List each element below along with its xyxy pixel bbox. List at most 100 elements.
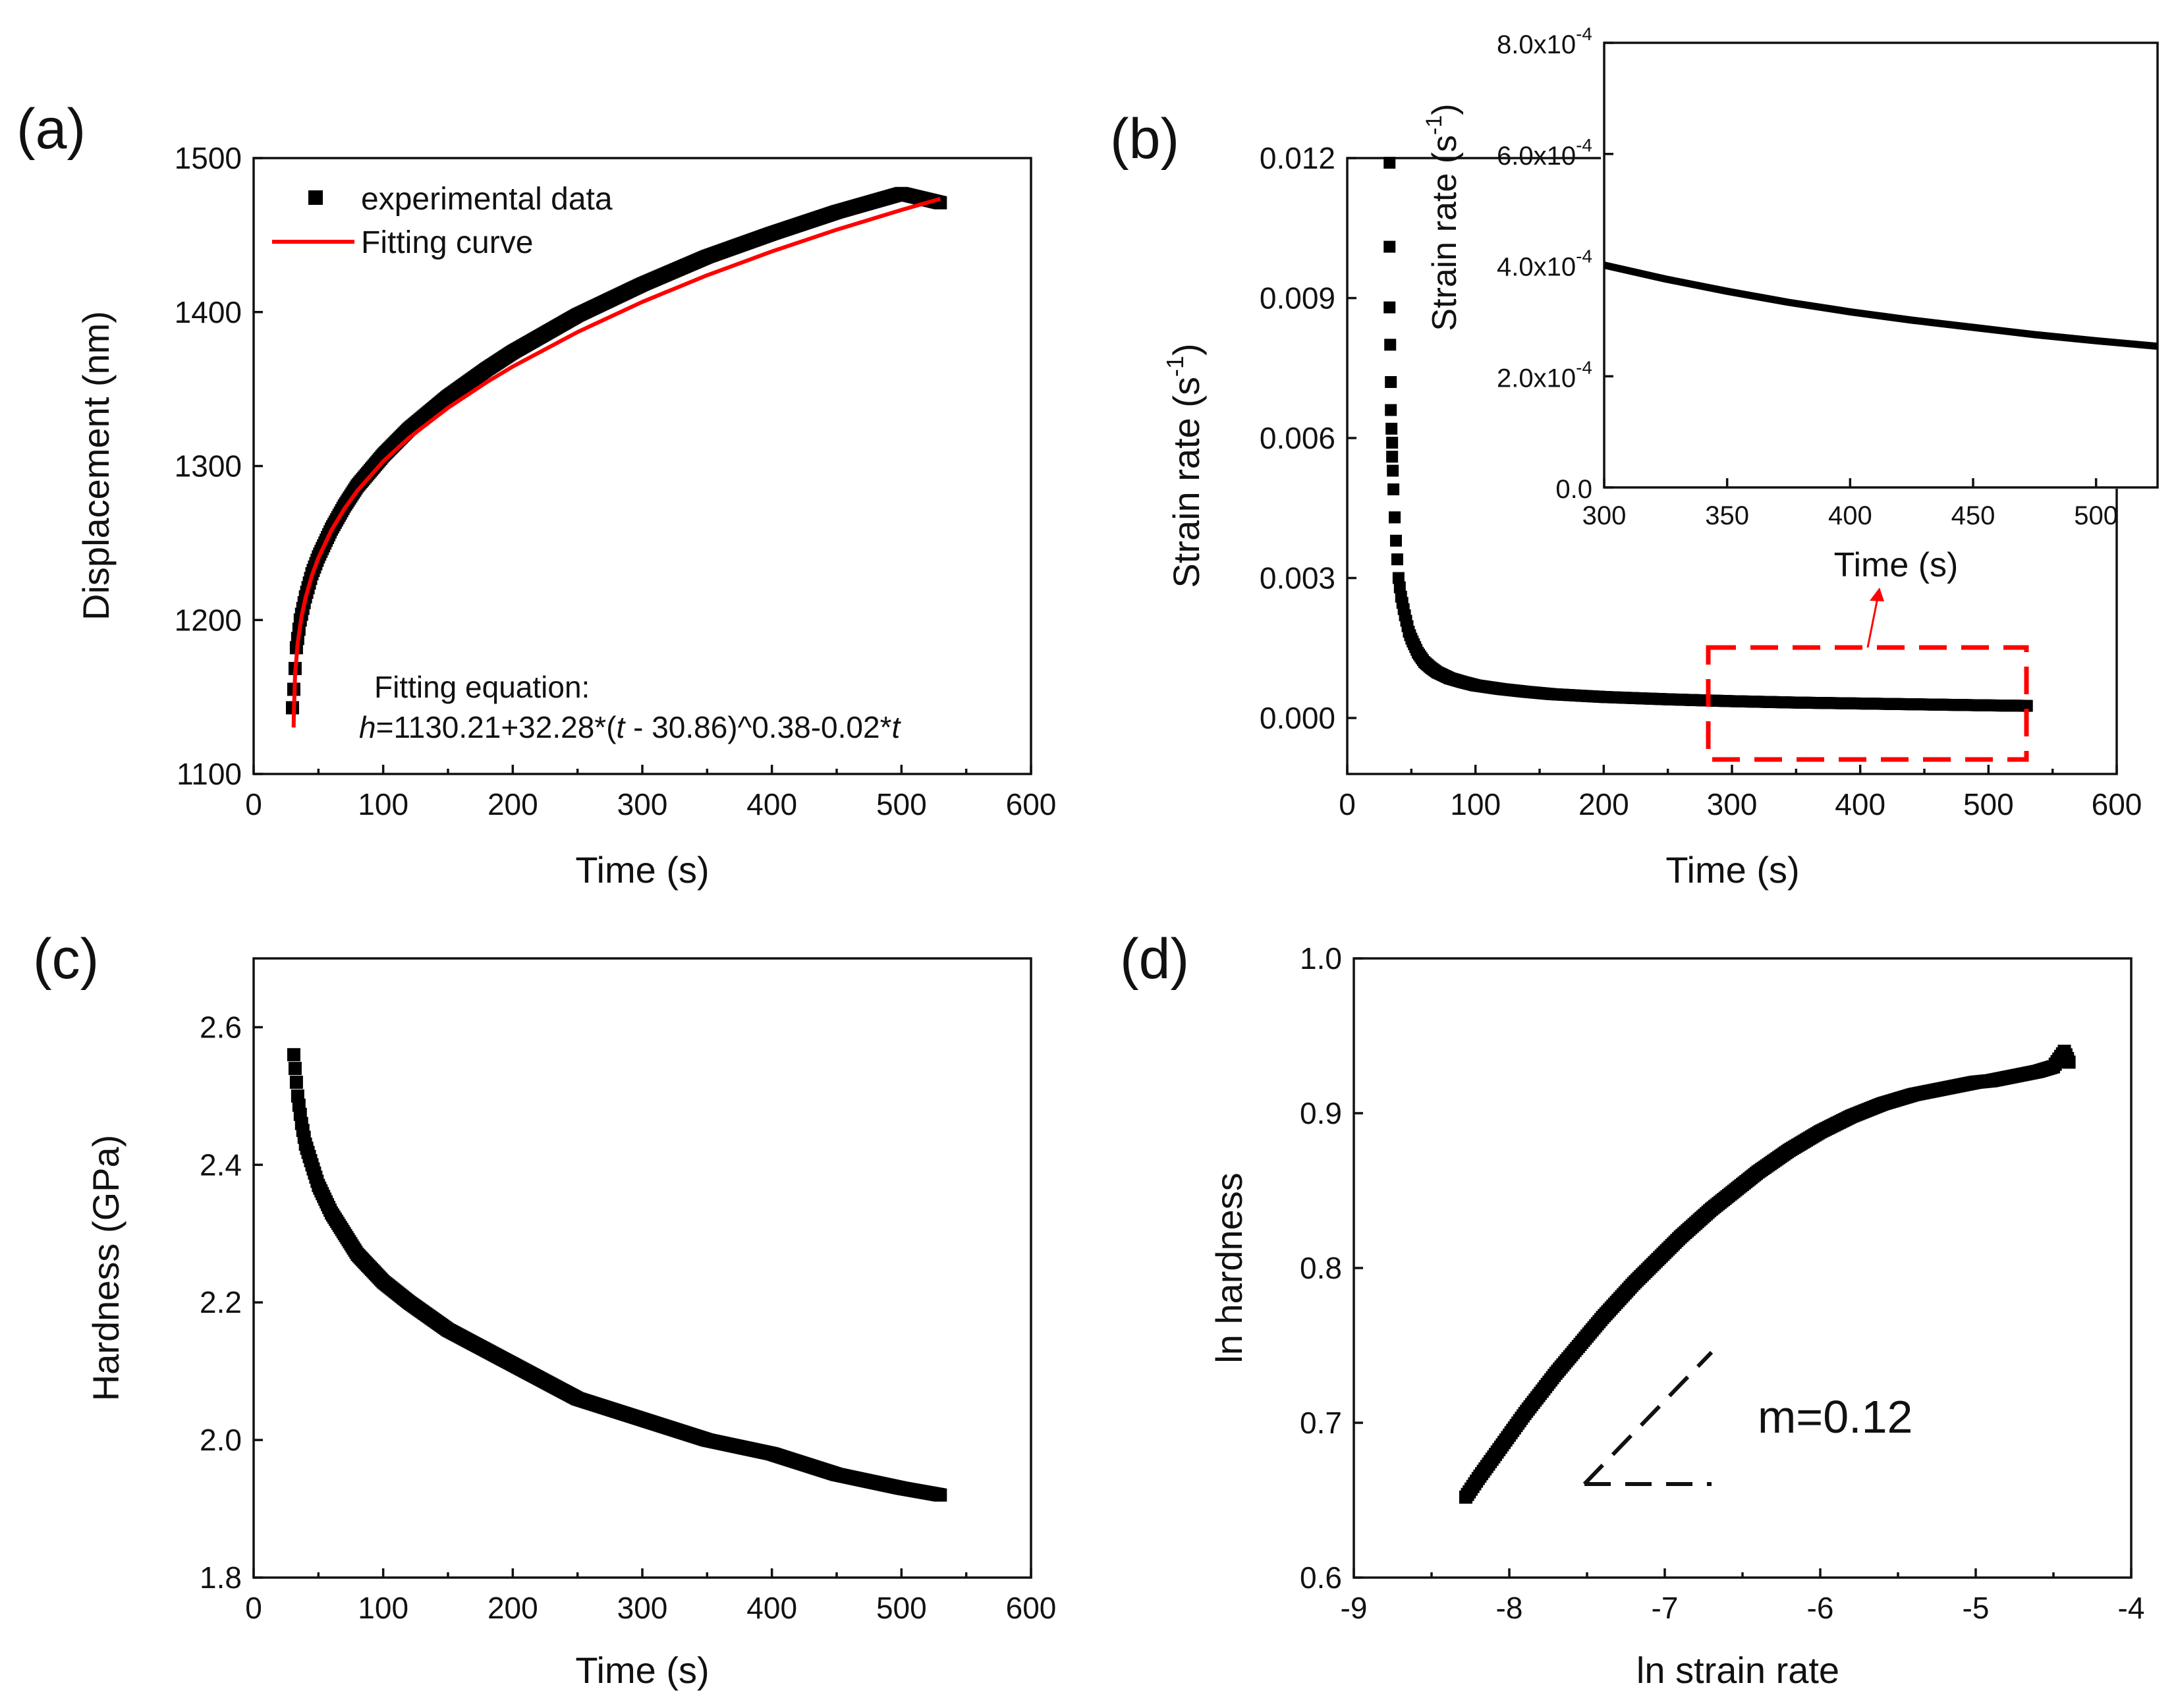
x-tick-label: -7: [1652, 1591, 1679, 1625]
legend-marker-square: [308, 190, 323, 205]
x-tick-label: 600: [1006, 787, 1057, 821]
legend-entry-experimental: experimental data: [361, 182, 613, 217]
x-tick-label: 300: [617, 1591, 668, 1625]
panel-d-y-ticks: 0.6 0.7 0.8 0.9 1.0: [1300, 941, 1363, 1595]
slope-triangle: [1582, 1350, 1714, 1486]
y-tick-label: 0.8: [1300, 1251, 1342, 1285]
y-tick-label: 8.0x10-4: [1497, 24, 1592, 59]
panel-b-y-axis-title: Strain rate (s-1): [1161, 343, 1207, 588]
x-tick-label: 450: [1951, 501, 1995, 530]
data-point: [287, 1048, 300, 1062]
legend-entry-fit: Fitting curve: [361, 225, 533, 260]
data-point: [1385, 376, 1397, 388]
slope-triangle-hypotenuse: [1582, 1350, 1714, 1486]
y-tick-label: 2.2: [200, 1285, 242, 1319]
panel-c-x-axis-title: Time (s): [575, 1649, 709, 1691]
data-point: [1385, 404, 1397, 416]
x-tick-label: 500: [2074, 501, 2118, 530]
data-point: [2021, 700, 2033, 712]
x-tick-label: 400: [746, 1591, 797, 1625]
panel-b-x-axis-title: Time (s): [1665, 849, 1799, 891]
x-tick-label: -5: [1963, 1591, 1990, 1625]
panel-a-label: (a): [16, 97, 86, 161]
x-tick-label: 500: [876, 1591, 927, 1625]
y-tick-label: 2.0: [200, 1423, 242, 1457]
x-tick-label: 0: [1339, 787, 1356, 821]
x-tick-label: 400: [746, 787, 797, 821]
y-tick-label: 0.006: [1260, 421, 1335, 455]
data-point: [1393, 581, 1406, 593]
data-point: [1386, 451, 1399, 463]
y-tick-label: 0.003: [1260, 561, 1335, 595]
panel-a-y-axis-title: Displacement (nm): [75, 311, 117, 620]
x-tick-label: 400: [1828, 501, 1872, 530]
zoom-arrow-line: [1866, 597, 1879, 648]
data-point: [1389, 511, 1401, 524]
inset-x-axis-title: Time (s): [1834, 546, 1959, 584]
zoom-region-box: [1706, 645, 2029, 762]
panel-c-data: [287, 1048, 947, 1502]
x-tick-label: 500: [1963, 787, 2014, 821]
x-tick-label: 200: [488, 1591, 538, 1625]
y-tick-label: 1400: [175, 295, 242, 329]
inset-background: [1601, 41, 2161, 489]
data-point: [1385, 422, 1398, 435]
y-tick-label: 6.0x10-4: [1497, 135, 1592, 171]
y-tick-label: 2.6: [200, 1010, 242, 1044]
x-tick-label: 400: [1835, 787, 1885, 821]
data-point: [288, 1062, 302, 1076]
y-tick-label: 1.8: [200, 1560, 242, 1595]
x-tick-label: 100: [1450, 787, 1501, 821]
panel-b-data: [1383, 157, 2033, 712]
y-tick-label: 2.0x10-4: [1497, 357, 1592, 393]
data-point: [1386, 437, 1399, 449]
y-tick-label: 0.0: [1555, 475, 1592, 504]
panel-c: (c) 0 100 200 300 400 500 600 1.82.02.22.42.6 …: [33, 927, 1056, 1691]
panel-a-fit: [291, 197, 941, 728]
x-tick-label: -8: [1496, 1591, 1523, 1625]
x-tick-label: 0: [245, 787, 262, 821]
x-tick-label: 200: [488, 787, 538, 821]
data-point: [2062, 1055, 2076, 1069]
panel-b-label: (b): [1110, 107, 1179, 171]
x-tick-label: 600: [1006, 1591, 1057, 1625]
panel-b-y-ticks: 0.000 0.003 0.006 0.009 0.012: [1260, 141, 1356, 735]
y-tick-label: 0.9: [1300, 1096, 1342, 1130]
data-point: [1387, 483, 1400, 495]
panel-d-data: [1459, 1045, 2076, 1504]
equation-heading: Fitting equation:: [374, 670, 590, 704]
panel-a-y-ticks: 1100 1200 1300 1400 1500: [175, 141, 263, 791]
y-tick-label: 0.6: [1300, 1560, 1342, 1595]
x-tick-label: -4: [2118, 1591, 2145, 1625]
y-tick-label: 1300: [175, 449, 242, 483]
x-tick-label: -6: [1807, 1591, 1834, 1625]
inset-y-axis-title: Strain rate (s-1): [1422, 103, 1464, 331]
y-tick-label: 0.000: [1260, 701, 1335, 735]
data-point: [1384, 339, 1397, 351]
data-point: [1383, 301, 1396, 314]
panel-a: (a) 0 100 200 300 400 500 600 1100 1200 1300 1400…: [16, 97, 1056, 891]
data-point: [1383, 157, 1396, 169]
panel-d-label: (d): [1120, 927, 1189, 991]
panel-b-x-ticks: 0 100 200 300 400 500 600: [1339, 765, 2142, 821]
y-tick-label: 1.0: [1300, 941, 1342, 976]
data-point: [1387, 464, 1399, 477]
x-tick-label: 100: [358, 787, 408, 821]
x-tick-label: 100: [358, 1591, 408, 1625]
data-point: [1383, 240, 1396, 253]
panel-a-x-axis-title: Time (s): [575, 849, 709, 891]
inset-x-ticks: 300 350 400 450 500: [1582, 478, 2118, 530]
x-tick-label: -9: [1341, 1591, 1368, 1625]
data-point: [289, 1076, 303, 1089]
x-tick-label: 600: [2092, 787, 2142, 821]
slope-label: m=0.12: [1758, 1391, 1912, 1443]
x-tick-label: 500: [876, 787, 927, 821]
panel-c-x-ticks: 0 100 200 300 400 500 600: [245, 1568, 1056, 1625]
panel-c-label: (c): [33, 927, 99, 991]
x-tick-label: 300: [1582, 501, 1627, 530]
panel-c-y-axis-title: Hardness (GPa): [85, 1135, 126, 1402]
inset-y-ticks: 0.0 2.0x10-4 4.0x10-4 6.0x10-4 8.0x10-4: [1497, 24, 1613, 504]
series-line: [291, 197, 941, 728]
panel-c-y-ticks: 1.8 2.0 2.2 2.4 2.6: [200, 1010, 263, 1595]
